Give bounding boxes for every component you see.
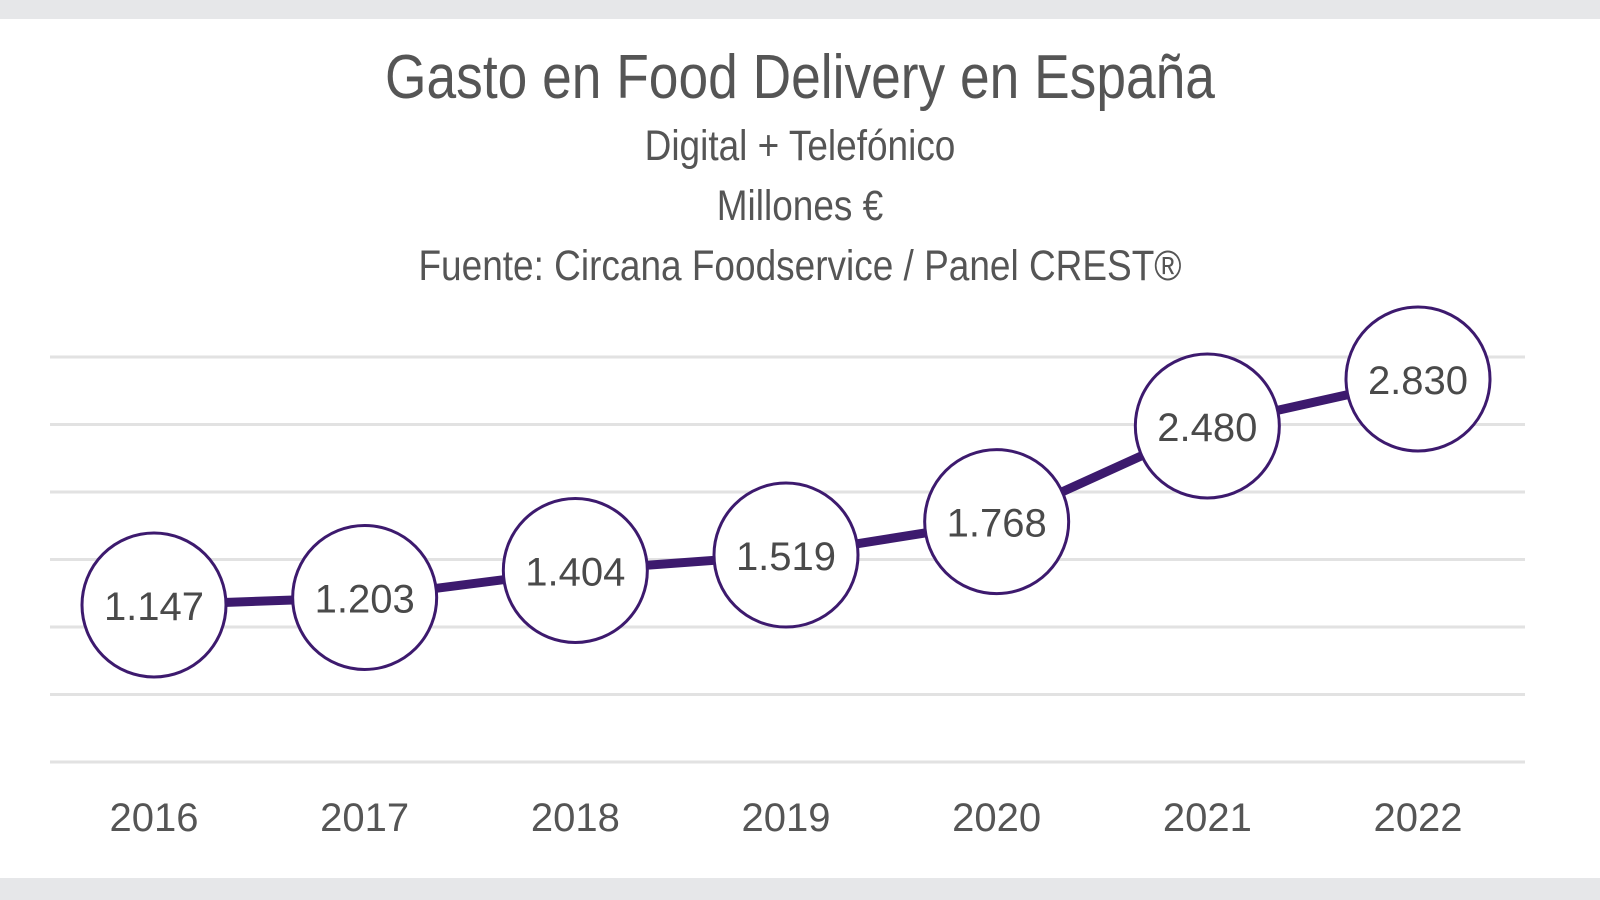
- data-label: 1.768: [947, 502, 1047, 546]
- chart-subtitle-channel: Digital + Telefónico: [644, 122, 956, 170]
- x-tick-label: 2020: [952, 796, 1041, 840]
- x-tick-label: 2016: [110, 796, 199, 840]
- data-point-2017[interactable]: 1.203: [291, 523, 439, 671]
- data-point-marker[interactable]: [1344, 305, 1492, 453]
- x-tick-label: 2021: [1163, 796, 1252, 840]
- x-tick-label: 2019: [742, 796, 831, 840]
- data-label: 2.830: [1368, 359, 1468, 403]
- top-border-band: [0, 0, 1600, 19]
- data-point-2022[interactable]: 2.830: [1344, 305, 1492, 453]
- data-point-2019[interactable]: 1.519: [712, 481, 860, 629]
- data-point-marker[interactable]: [1133, 352, 1281, 500]
- data-label: 1.404: [525, 550, 625, 594]
- x-axis: 2016 2017 2018 2019 2020 2021 2022: [110, 796, 1463, 840]
- data-point-marker[interactable]: [80, 531, 228, 679]
- chart-subtitle-source: Fuente: Circana Foodservice / Panel CRES…: [418, 242, 1182, 290]
- data-point-2016[interactable]: 1.147: [80, 531, 228, 679]
- data-point-marker[interactable]: [501, 496, 649, 644]
- data-label: 1.519: [736, 535, 836, 579]
- data-point-marker[interactable]: [712, 481, 860, 629]
- data-point-marker[interactable]: [291, 523, 439, 671]
- data-point-2018[interactable]: 1.404: [501, 496, 649, 644]
- x-tick-label: 2022: [1374, 796, 1463, 840]
- chart-subtitle-units: Millones €: [716, 182, 884, 230]
- chart-header: Gasto en Food Delivery en España Digital…: [0, 40, 1600, 296]
- data-points: 1.147 1.203 1.404 1.519 1.768 2.480 2.830: [80, 305, 1492, 679]
- data-label: 1.147: [104, 585, 204, 629]
- data-point-marker[interactable]: [923, 448, 1071, 596]
- x-tick-label: 2018: [531, 796, 620, 840]
- x-tick-label: 2017: [320, 796, 409, 840]
- data-label: 2.480: [1157, 406, 1257, 450]
- bottom-border-band: [0, 878, 1600, 900]
- data-point-2021[interactable]: 2.480: [1133, 352, 1281, 500]
- data-label: 1.203: [315, 577, 415, 621]
- data-point-2020[interactable]: 1.768: [923, 448, 1071, 596]
- chart-title: Gasto en Food Delivery en España: [385, 43, 1215, 112]
